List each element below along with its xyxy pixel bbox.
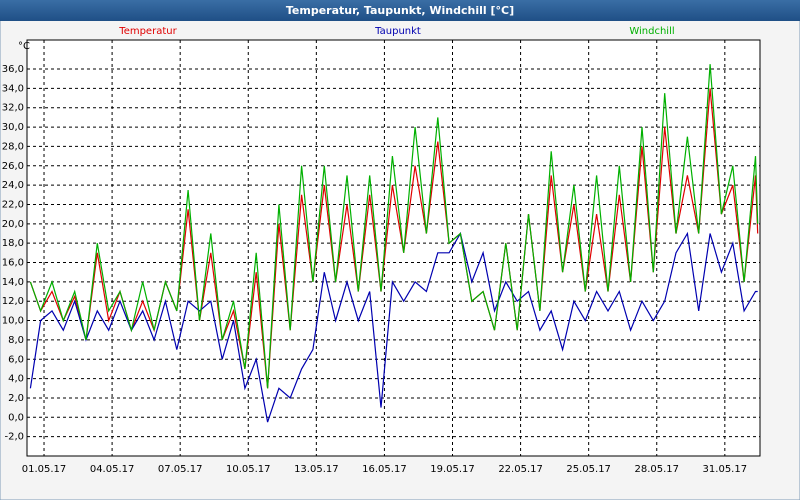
y-tick-label: 4,0 xyxy=(8,374,24,385)
x-tick-label: 01.05.17 xyxy=(22,464,67,475)
x-tick-label: 19.05.17 xyxy=(430,464,475,475)
series-line xyxy=(29,88,759,389)
legend-entry: Temperatur xyxy=(118,26,177,37)
x-tick-label: 31.05.17 xyxy=(703,464,748,475)
y-tick-label: 2,0 xyxy=(8,393,24,404)
y-tick-label: 36,0 xyxy=(2,64,24,75)
x-tick-label: 04.05.17 xyxy=(90,464,135,475)
y-tick-label: 0,0 xyxy=(8,412,24,423)
x-tick-label: 10.05.17 xyxy=(226,464,271,475)
y-tick-label: -2,0 xyxy=(4,432,24,443)
y-tick-label: 32,0 xyxy=(2,103,24,114)
y-tick-label: 8,0 xyxy=(8,335,24,346)
y-tick-label: 10,0 xyxy=(2,316,24,327)
y-tick-label: 22,0 xyxy=(2,199,24,210)
y-tick-label: 18,0 xyxy=(2,238,24,249)
chart-title: Temperatur, Taupunkt, Windchill [°C] xyxy=(286,4,514,17)
y-tick-label: 6,0 xyxy=(8,354,24,365)
x-tick-label: 22.05.17 xyxy=(498,464,543,475)
x-tick-label: 16.05.17 xyxy=(362,464,407,475)
x-tick-label: 07.05.17 xyxy=(158,464,203,475)
series-line xyxy=(29,64,759,389)
series-line xyxy=(29,231,758,423)
legend-entry: Windchill xyxy=(629,26,674,37)
y-tick-label: 14,0 xyxy=(2,277,24,288)
x-tick-label: 25.05.17 xyxy=(566,464,611,475)
y-tick-label: 24,0 xyxy=(2,180,24,191)
y-tick-label: 16,0 xyxy=(2,258,24,269)
y-tick-label: 26,0 xyxy=(2,161,24,172)
y-tick-label: 30,0 xyxy=(2,122,24,133)
y-unit: °C xyxy=(18,41,30,52)
plot-area xyxy=(26,39,761,457)
x-tick-label: 13.05.17 xyxy=(294,464,339,475)
y-tick-label: 34,0 xyxy=(2,83,24,94)
y-tick-label: 12,0 xyxy=(2,296,24,307)
y-tick-label: 28,0 xyxy=(2,141,24,152)
y-tick-label: 20,0 xyxy=(2,219,24,230)
x-tick-label: 28.05.17 xyxy=(634,464,679,475)
title-bar xyxy=(0,0,800,21)
legend-entry: Taupunkt xyxy=(374,26,421,37)
